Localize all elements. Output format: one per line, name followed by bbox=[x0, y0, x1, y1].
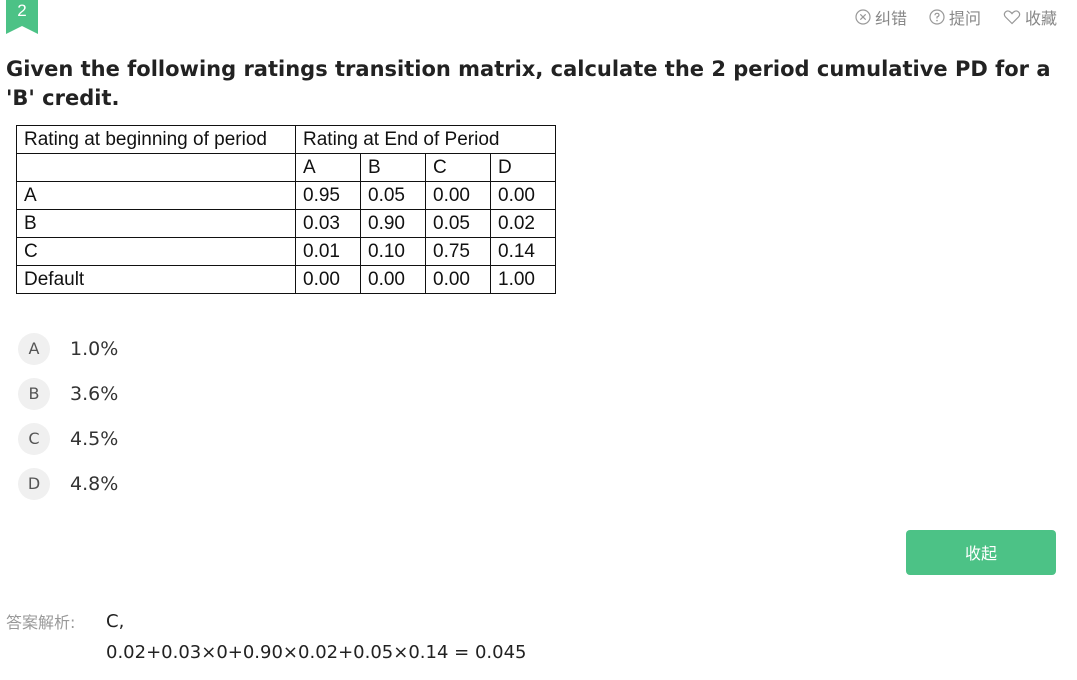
ask-question-label: 提问 bbox=[948, 9, 981, 28]
table-cell: 0.00 bbox=[295, 265, 361, 294]
table-cell: 0.75 bbox=[425, 237, 491, 266]
table-cell: 0.02 bbox=[490, 209, 556, 238]
row-label: Default bbox=[16, 265, 296, 294]
analysis-answer: C, bbox=[106, 611, 125, 632]
table-cell: 1.00 bbox=[490, 265, 556, 294]
heart-icon bbox=[1003, 10, 1021, 25]
column-header: A bbox=[295, 153, 361, 182]
column-header: D bbox=[490, 153, 556, 182]
option-a[interactable]: A 1.0% bbox=[18, 333, 118, 365]
table-cell: 0.90 bbox=[360, 209, 426, 238]
row-label: B bbox=[16, 209, 296, 238]
option-text: 3.6% bbox=[70, 383, 119, 405]
x-circle-icon bbox=[855, 9, 871, 25]
question-actions: 纠错 提问 收藏 bbox=[855, 5, 1057, 29]
table-row: B 0.03 0.90 0.05 0.02 bbox=[16, 209, 556, 238]
option-letter-badge: A bbox=[18, 333, 50, 365]
ask-question-button[interactable]: 提问 bbox=[929, 5, 981, 29]
table-cell: 0.05 bbox=[360, 181, 426, 210]
option-text: 1.0% bbox=[70, 338, 119, 360]
option-b[interactable]: B 3.6% bbox=[18, 378, 118, 410]
row-label: A bbox=[16, 181, 296, 210]
table-cell: 0.14 bbox=[490, 237, 556, 266]
option-letter-badge: B bbox=[18, 378, 50, 410]
ribbon-shape bbox=[6, 0, 38, 34]
table-cell: 0.00 bbox=[490, 181, 556, 210]
answer-options: A 1.0% B 3.6% C 4.5% D 4.8% bbox=[18, 333, 118, 513]
table-cell-empty bbox=[16, 153, 296, 182]
table-row: C 0.01 0.10 0.75 0.14 bbox=[16, 237, 556, 266]
column-header: B bbox=[360, 153, 426, 182]
table-cell: 0.01 bbox=[295, 237, 361, 266]
table-cell: 0.95 bbox=[295, 181, 361, 210]
report-error-label: 纠错 bbox=[874, 9, 907, 28]
table-row: Default 0.00 0.00 0.00 1.00 bbox=[16, 265, 556, 294]
option-c[interactable]: C 4.5% bbox=[18, 423, 118, 455]
table-cell: 0.03 bbox=[295, 209, 361, 238]
option-letter-badge: D bbox=[18, 468, 50, 500]
header-end-rating: Rating at End of Period bbox=[295, 125, 556, 154]
table-cell: 0.10 bbox=[360, 237, 426, 266]
header-beginning-rating: Rating at beginning of period bbox=[16, 125, 296, 154]
question-number-badge: 2 bbox=[6, 0, 38, 34]
column-header: C bbox=[425, 153, 491, 182]
table-header-row: Rating at beginning of period Rating at … bbox=[16, 125, 556, 154]
table-cell: 0.00 bbox=[360, 265, 426, 294]
table-cell: 0.00 bbox=[425, 181, 491, 210]
analysis-calculation: 0.02+0.03×0+0.90×0.02+0.05×0.14 = 0.045 bbox=[106, 642, 527, 663]
option-text: 4.8% bbox=[70, 473, 119, 495]
collapse-button[interactable]: 收起 bbox=[906, 530, 1056, 575]
transition-matrix-table: Rating at beginning of period Rating at … bbox=[16, 125, 556, 294]
question-number: 2 bbox=[17, 1, 27, 20]
report-error-button[interactable]: 纠错 bbox=[855, 5, 907, 29]
favorite-label: 收藏 bbox=[1024, 9, 1057, 28]
table-cell: 0.05 bbox=[425, 209, 491, 238]
option-text: 4.5% bbox=[70, 428, 119, 450]
favorite-button[interactable]: 收藏 bbox=[1003, 5, 1057, 29]
question-text: Given the following ratings transition m… bbox=[6, 57, 1051, 110]
analysis-label: 答案解析: bbox=[6, 613, 76, 632]
table-row: A 0.95 0.05 0.00 0.00 bbox=[16, 181, 556, 210]
row-label: C bbox=[16, 237, 296, 266]
question-circle-icon bbox=[929, 9, 945, 25]
table-cell: 0.00 bbox=[425, 265, 491, 294]
option-d[interactable]: D 4.8% bbox=[18, 468, 118, 500]
option-letter-badge: C bbox=[18, 423, 50, 455]
table-column-row: A B C D bbox=[16, 153, 556, 182]
